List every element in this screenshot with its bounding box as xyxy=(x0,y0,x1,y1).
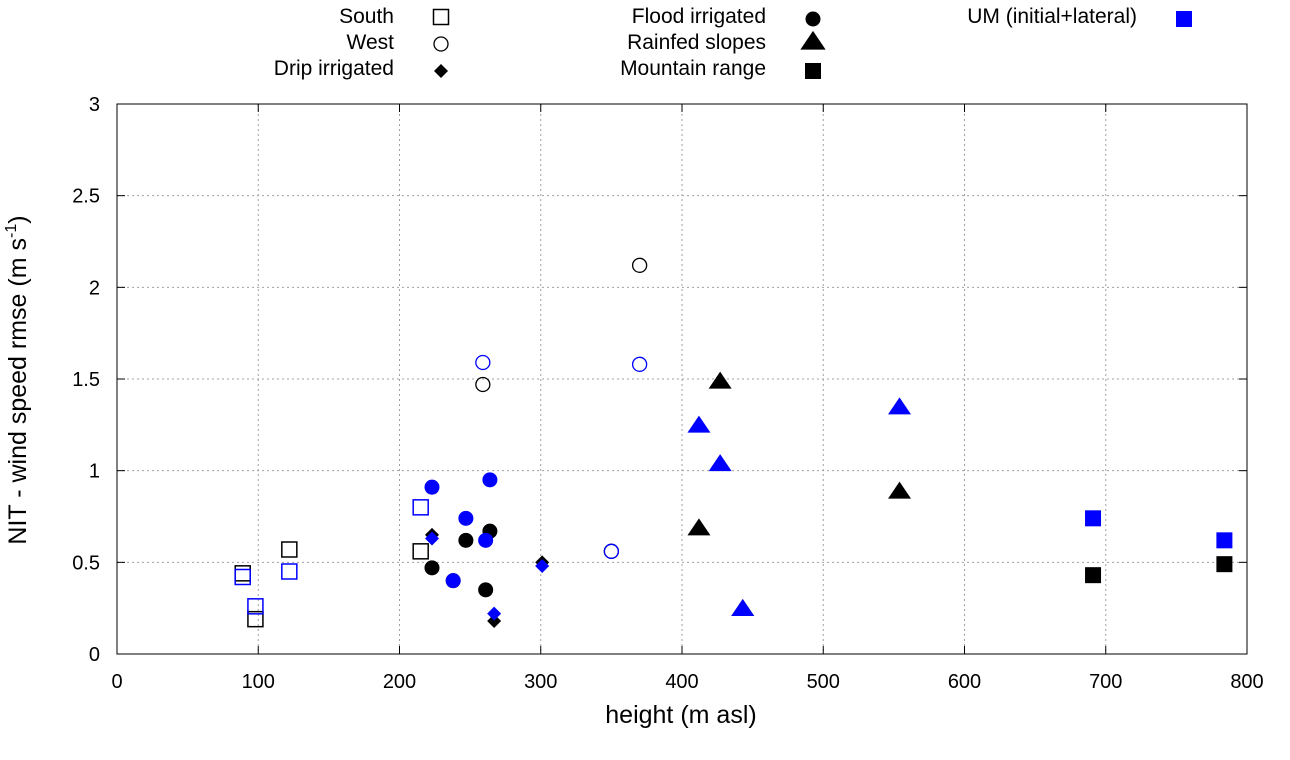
x-tick-label: 500 xyxy=(807,671,840,693)
data-point xyxy=(1085,510,1102,527)
legend-item: Flood irrigated xyxy=(632,5,821,28)
data-point xyxy=(478,532,494,548)
legend-marker-icon xyxy=(805,11,821,27)
legend-label: South xyxy=(339,5,394,28)
grid-lines xyxy=(117,104,1247,654)
y-tick-label: 3 xyxy=(89,94,100,116)
data-point xyxy=(631,257,648,273)
y-axis-label: NIT - wind speed rmse (m s-1) xyxy=(3,215,32,544)
legend-label: UM (initial+lateral) xyxy=(967,5,1137,28)
data-point xyxy=(687,415,711,433)
y-tick-label: 1 xyxy=(89,461,100,483)
legend-label: West xyxy=(347,31,395,54)
x-tick-label: 600 xyxy=(948,671,981,693)
x-tick-label: 100 xyxy=(242,671,275,693)
x-tick-label: 400 xyxy=(665,671,698,693)
y-tick-label: 0.5 xyxy=(72,552,100,574)
y-tick-label: 0 xyxy=(89,644,100,666)
data-point xyxy=(234,565,251,582)
data-points xyxy=(234,257,1233,628)
series-west-um-initial-lateral xyxy=(475,354,648,559)
series-mountain-range xyxy=(1085,556,1233,584)
data-point xyxy=(708,371,732,389)
legend-item: Mountain range xyxy=(620,57,821,80)
data-point xyxy=(475,354,491,371)
legend-item: Drip irrigated xyxy=(274,57,448,80)
y-tick-label: 2 xyxy=(89,277,100,299)
data-point xyxy=(1085,567,1102,584)
y-axis-label-superscript: -1 xyxy=(3,224,20,238)
data-point xyxy=(475,376,491,393)
data-point xyxy=(247,598,264,615)
data-point xyxy=(412,499,429,516)
x-tick-labels: 0 100 200 300 400 500 600 700 800 xyxy=(111,671,1263,693)
data-point xyxy=(1216,556,1233,573)
x-tick-label: 0 xyxy=(111,671,122,693)
data-point xyxy=(424,531,439,546)
data-point xyxy=(281,563,298,580)
series-rainfed-slopes-um-initial-lateral xyxy=(687,397,912,616)
legend-item: UM (initial+lateral) xyxy=(967,5,1192,28)
x-tick-label: 300 xyxy=(524,671,557,693)
x-tick-label: 200 xyxy=(383,671,416,693)
data-point xyxy=(234,568,251,586)
series-rainfed-slopes xyxy=(687,371,912,616)
legend-marker-icon xyxy=(800,30,826,50)
data-point xyxy=(888,481,912,499)
y-axis-label-close: ) xyxy=(4,215,32,223)
legend-marker-icon xyxy=(434,64,448,78)
legend-marker-icon xyxy=(432,8,450,26)
series-mountain-range-um-initial-lateral xyxy=(1085,510,1233,549)
series-south xyxy=(234,541,429,628)
legend-label: Drip irrigated xyxy=(274,57,394,80)
data-point xyxy=(478,582,494,598)
y-tick-labels: 0 0.5 1 1.5 2 2.5 3 xyxy=(72,94,100,666)
legend-item: South xyxy=(339,5,450,28)
data-point xyxy=(281,541,298,558)
data-point xyxy=(445,573,461,589)
data-point xyxy=(708,454,732,472)
y-axis-label-main: NIT - wind speed rmse (m s xyxy=(4,238,32,545)
legend-marker-icon xyxy=(433,36,449,52)
data-point xyxy=(603,543,620,559)
data-point xyxy=(687,518,711,536)
legend-label: Flood irrigated xyxy=(632,5,766,28)
y-tick-label: 1.5 xyxy=(72,369,100,391)
axes xyxy=(116,103,1248,655)
data-point xyxy=(424,479,440,495)
legend-label: Rainfed slopes xyxy=(627,31,766,54)
data-point xyxy=(482,472,498,488)
legend-marker-icon xyxy=(805,63,821,79)
series-flood-irrigated-um-initial-lateral xyxy=(424,472,498,589)
data-point xyxy=(458,510,474,526)
data-point xyxy=(412,543,429,560)
data-point xyxy=(247,610,264,628)
series-west xyxy=(475,257,648,559)
series-south-um-initial-lateral xyxy=(234,499,429,615)
data-point xyxy=(631,356,648,372)
legend-item: Rainfed slopes xyxy=(627,30,826,54)
data-point xyxy=(458,532,474,548)
data-point xyxy=(424,560,440,576)
data-point xyxy=(487,606,502,621)
data-point xyxy=(487,614,502,628)
data-point xyxy=(888,397,912,415)
legend-item: West xyxy=(347,31,449,54)
data-point xyxy=(535,559,550,573)
y-tick-label: 2.5 xyxy=(72,186,100,208)
data-point xyxy=(731,599,755,616)
series-drip-irrigated-um-initial-lateral xyxy=(424,531,550,621)
x-tick-label: 700 xyxy=(1089,671,1122,693)
legend-label: Mountain range xyxy=(620,57,766,80)
legend-marker-icon xyxy=(1176,11,1192,27)
x-axis-label: height (m asl) xyxy=(605,701,756,729)
legend: South West Drip irrigated Flood irrigated Ra… xyxy=(274,5,1192,80)
x-tick-label: 800 xyxy=(1230,671,1263,693)
data-point xyxy=(1216,532,1233,549)
